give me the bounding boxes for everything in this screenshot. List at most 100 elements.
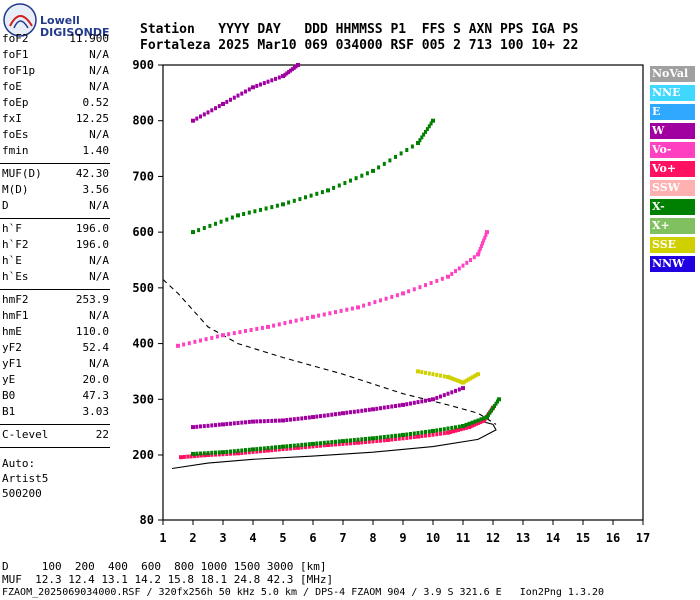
echo-point xyxy=(311,441,315,446)
echo-point xyxy=(461,386,465,391)
param-value: 12.25 xyxy=(75,112,109,125)
echo-point xyxy=(260,325,264,330)
echo-point xyxy=(292,443,296,448)
echo-point xyxy=(371,439,375,444)
echo-point xyxy=(214,106,217,111)
x-tick-label: 10 xyxy=(426,531,440,545)
echo-point xyxy=(397,433,401,438)
echo-point xyxy=(455,378,459,383)
echo-point xyxy=(424,433,427,438)
y-tick-label: 400 xyxy=(132,337,154,351)
x-axis: 1 2 3 4 5 6 7 8 9 10 11 12 13 14 15 16 17 xyxy=(159,520,650,545)
legend-vo: Vo- xyxy=(650,142,695,158)
echo-point xyxy=(186,454,190,459)
echo-point xyxy=(319,414,322,419)
echo-point xyxy=(471,423,475,428)
param-value: 0.52 xyxy=(82,96,110,109)
echo-point xyxy=(285,444,289,449)
echo-point xyxy=(304,415,307,420)
echo-point xyxy=(236,93,240,98)
y-tick-label: 80 xyxy=(140,513,154,527)
echo-point xyxy=(356,440,360,445)
param-value: N/A xyxy=(89,254,109,267)
echo-point xyxy=(476,418,480,423)
echo-point xyxy=(182,342,186,347)
echo-point xyxy=(459,427,463,432)
echo-point xyxy=(244,450,247,455)
echo-point xyxy=(202,226,206,230)
echo-point xyxy=(317,313,321,318)
echo-point xyxy=(259,449,262,454)
panel-divider xyxy=(0,289,110,290)
echo-point xyxy=(195,424,199,429)
x-tick-label: 16 xyxy=(606,531,620,545)
legend-ssw: SSW xyxy=(650,180,695,196)
param-value: N/A xyxy=(89,199,109,212)
echo-point xyxy=(461,424,465,428)
echo-point xyxy=(255,449,259,454)
echo-point xyxy=(424,283,427,288)
echo-point xyxy=(292,198,296,203)
echo-point xyxy=(251,419,255,424)
echo-point xyxy=(191,425,195,430)
param-value: 196.0 xyxy=(75,222,109,235)
echo-point xyxy=(446,430,450,435)
echo-point xyxy=(461,380,465,385)
echo-point xyxy=(214,221,217,226)
echo-point xyxy=(240,91,244,96)
echo-point xyxy=(244,89,247,94)
echo-point xyxy=(405,402,409,407)
echo-point xyxy=(349,438,352,443)
echo-point xyxy=(478,420,482,425)
echo-point xyxy=(229,421,232,426)
echo-point xyxy=(253,209,257,214)
echo-point xyxy=(193,454,196,459)
panel-divider xyxy=(0,424,110,425)
param-fof1: foF1 N/A xyxy=(2,48,109,64)
echo-point xyxy=(488,410,492,415)
echo-point xyxy=(251,85,255,90)
param-fmin: fmin 1.40 xyxy=(2,144,109,160)
y-tick-label: 600 xyxy=(132,225,154,239)
param-value: N/A xyxy=(89,128,109,141)
echo-point xyxy=(395,293,399,298)
echo-point xyxy=(277,75,281,80)
echo-point xyxy=(394,404,397,408)
echo-point xyxy=(307,444,311,449)
x-tick-label: 12 xyxy=(486,531,500,545)
auto-line2: Artist5 xyxy=(2,472,49,485)
param-yf1: yF1 N/A xyxy=(2,357,109,373)
echo-point xyxy=(431,429,435,433)
echo-point xyxy=(345,441,349,446)
echo-point xyxy=(281,444,285,449)
echo-point xyxy=(187,341,191,346)
param-hme: hmE 110.0 xyxy=(2,325,109,341)
echo-point xyxy=(379,435,382,440)
echo-point xyxy=(229,449,232,454)
echo-point xyxy=(244,329,247,333)
echo-point xyxy=(425,127,429,132)
echo-point xyxy=(409,435,412,440)
echo-point xyxy=(202,112,206,117)
echo-point xyxy=(270,445,274,450)
echo-point xyxy=(454,425,457,430)
echo-point xyxy=(349,441,352,446)
echo-point xyxy=(334,310,337,315)
echo-point xyxy=(473,419,477,424)
x-tick-label: 6 xyxy=(309,531,316,545)
echo-point xyxy=(463,379,467,384)
echo-point xyxy=(476,372,480,377)
echo-point xyxy=(427,371,431,376)
echo-point xyxy=(285,418,289,422)
echo-point xyxy=(382,161,386,166)
echo-point xyxy=(283,321,287,326)
panel-divider xyxy=(0,163,110,164)
echo-point xyxy=(487,412,490,417)
echo-point xyxy=(326,443,330,447)
profile-solid xyxy=(171,419,497,470)
echo-point xyxy=(320,190,324,195)
echo-point xyxy=(214,450,217,455)
echo-point xyxy=(360,408,364,413)
echo-point xyxy=(266,419,270,423)
echo-point xyxy=(304,442,307,447)
